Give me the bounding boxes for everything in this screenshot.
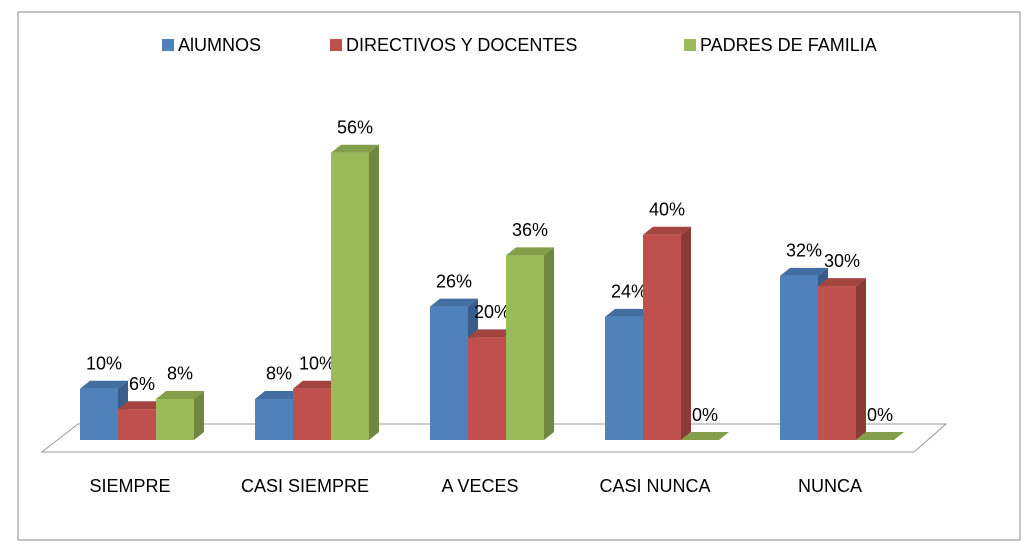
legend-swatch: [162, 39, 174, 51]
bar: [780, 275, 818, 440]
data-label: 10%: [299, 353, 335, 373]
bar-top: [818, 278, 866, 287]
bar: [506, 255, 544, 440]
bar: [118, 409, 156, 440]
bar: [80, 388, 118, 440]
bar: [643, 234, 681, 440]
legend-label: DIRECTIVOS Y DOCENTES: [346, 35, 577, 55]
bar-top: [681, 432, 729, 440]
bar-side: [194, 390, 204, 440]
data-label: 24%: [611, 282, 647, 302]
bar-side: [369, 144, 379, 440]
data-label: 0%: [692, 405, 718, 425]
data-label: 56%: [337, 117, 373, 137]
bar-side: [681, 226, 691, 440]
data-label: 40%: [649, 200, 685, 220]
bar: [293, 388, 331, 440]
data-label: 36%: [512, 220, 548, 240]
x-tick-label: A VECES: [441, 476, 518, 496]
bar-top: [856, 432, 904, 440]
data-label: 6%: [129, 374, 155, 394]
x-tick-label: SIEMPRE: [89, 476, 170, 496]
bar-top: [293, 380, 341, 389]
bar-top: [506, 247, 554, 256]
data-label: 10%: [86, 353, 122, 373]
data-label: 8%: [266, 364, 292, 384]
legend-label: PADRES DE FAMILIA: [700, 35, 877, 55]
bar-top: [255, 390, 303, 399]
legend-swatch: [684, 39, 696, 51]
bar: [818, 286, 856, 440]
bar-side: [544, 247, 554, 440]
bar: [605, 316, 643, 440]
bar: [430, 306, 468, 440]
x-tick-label: CASI SIEMPRE: [241, 476, 369, 496]
data-label: 30%: [824, 251, 860, 271]
bar-top: [118, 401, 166, 410]
bar-top: [156, 390, 204, 399]
bar-top: [605, 308, 653, 317]
x-tick-label: CASI NUNCA: [599, 476, 710, 496]
x-tick-label: NUNCA: [798, 476, 862, 496]
bar: [156, 398, 194, 440]
data-label: 32%: [786, 241, 822, 261]
data-label: 26%: [436, 271, 472, 291]
bar-top: [643, 226, 691, 235]
legend-label: AlUMNOS: [178, 35, 261, 55]
bar-top: [331, 144, 379, 153]
bar-side: [856, 278, 866, 440]
data-label: 8%: [167, 364, 193, 384]
legend-swatch: [330, 39, 342, 51]
data-label: 20%: [474, 302, 510, 322]
bar-top: [430, 298, 478, 307]
data-label: 0%: [867, 405, 893, 425]
bar: [255, 398, 293, 440]
bar-top: [468, 329, 516, 338]
bar: [468, 337, 506, 440]
bar-top: [780, 267, 828, 276]
bar-top: [80, 380, 128, 389]
bar: [331, 152, 369, 440]
